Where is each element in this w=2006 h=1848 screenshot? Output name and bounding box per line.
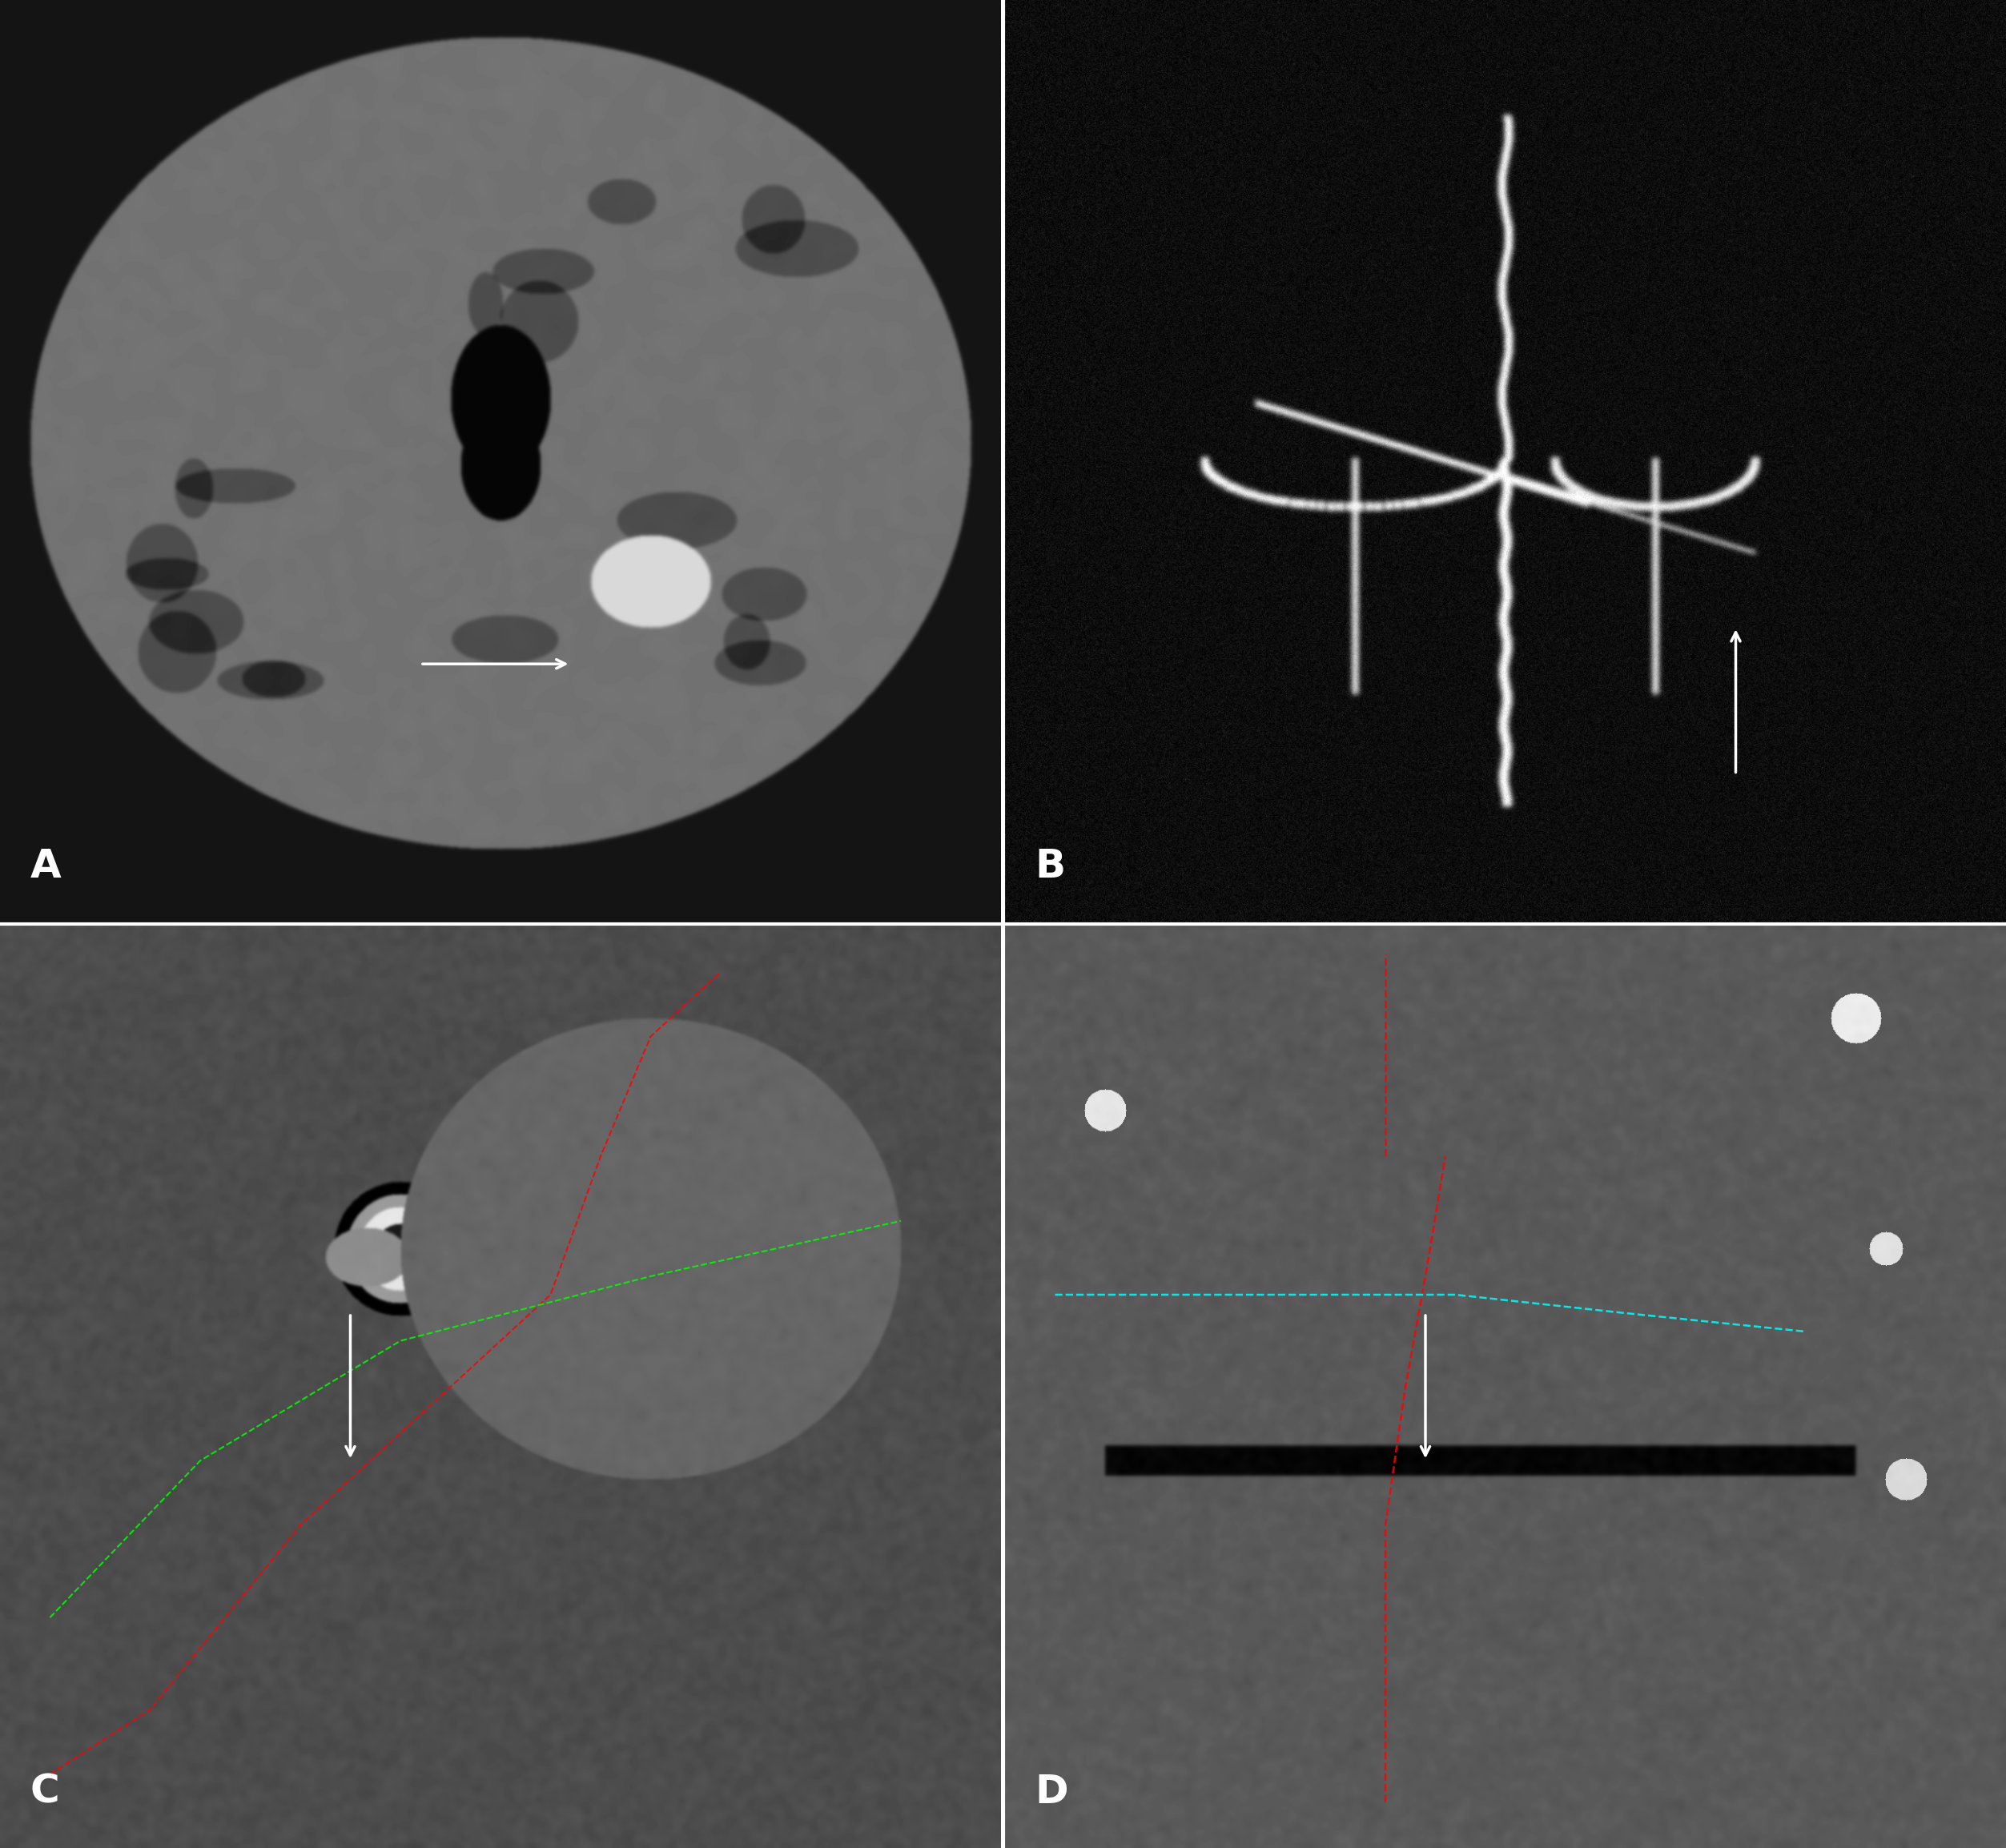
Text: A: A bbox=[30, 846, 60, 885]
Text: C: C bbox=[30, 1772, 60, 1811]
Text: D: D bbox=[1035, 1772, 1069, 1811]
Text: B: B bbox=[1035, 846, 1065, 885]
